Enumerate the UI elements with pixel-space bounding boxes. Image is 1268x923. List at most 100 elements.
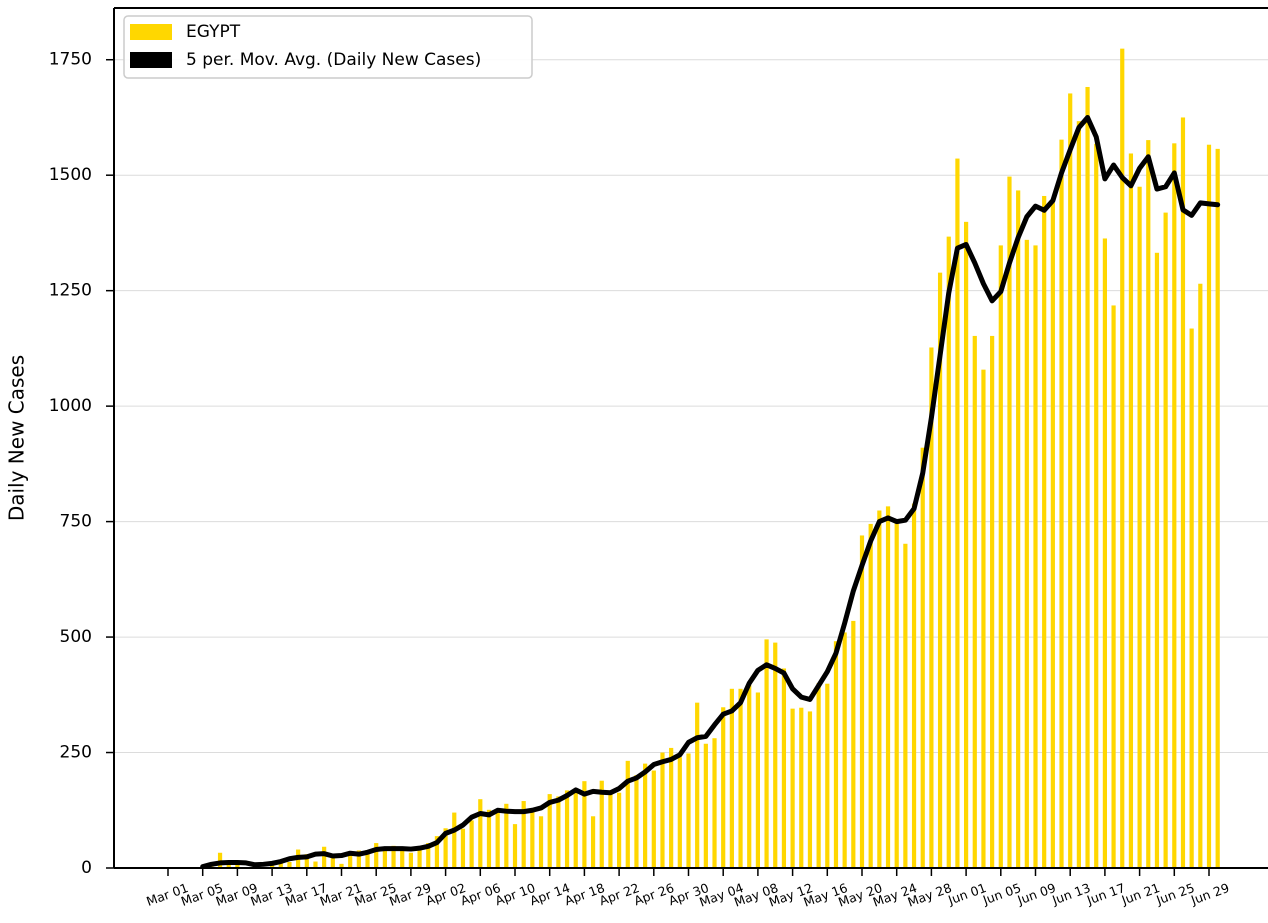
bar — [1068, 93, 1073, 869]
bar — [842, 632, 847, 868]
bar — [747, 685, 752, 868]
bar — [1180, 117, 1186, 868]
bar — [1172, 143, 1177, 868]
bar — [547, 794, 552, 868]
bar — [1128, 153, 1134, 869]
bar — [937, 272, 943, 869]
bar — [1094, 143, 1099, 868]
bar — [608, 794, 613, 868]
bar — [400, 849, 405, 868]
bar — [738, 688, 743, 868]
bar — [556, 796, 561, 868]
bar — [1215, 148, 1220, 869]
legend-swatch — [130, 52, 172, 68]
bar — [287, 861, 292, 868]
bar — [270, 864, 275, 868]
bar — [573, 789, 578, 868]
bar — [365, 849, 370, 868]
bar — [790, 708, 795, 868]
bar — [599, 780, 604, 868]
bar — [478, 799, 483, 868]
bar — [1033, 245, 1038, 869]
bar — [408, 852, 413, 868]
bar — [729, 688, 734, 868]
bar — [755, 692, 760, 868]
bar — [339, 863, 344, 868]
bar — [799, 707, 804, 868]
bar — [964, 221, 969, 868]
bar — [486, 809, 492, 868]
bar — [590, 816, 596, 868]
bar — [564, 790, 570, 868]
y-tick-label: 1750 — [49, 50, 92, 70]
bar — [426, 843, 431, 868]
bar — [1042, 195, 1047, 869]
bar — [825, 683, 830, 868]
bar — [764, 639, 769, 868]
bar — [617, 792, 622, 868]
bar — [1198, 283, 1203, 868]
bar — [1102, 238, 1107, 869]
y-tick-label: 1000 — [49, 396, 92, 416]
bar — [773, 642, 778, 868]
bar — [391, 845, 396, 868]
bar — [1059, 139, 1064, 868]
y-tick-label: 500 — [60, 627, 92, 647]
bar — [920, 447, 925, 868]
bar — [885, 506, 891, 868]
bar — [1120, 48, 1125, 868]
legend-label: 5 per. Mov. Avg. (Daily New Cases) — [186, 50, 481, 70]
bar — [1163, 212, 1168, 868]
y-axis-label: Daily New Cases — [5, 355, 29, 521]
bar — [998, 245, 1003, 869]
bar — [530, 810, 535, 868]
legend: EGYPT 5 per. Mov. Avg. (Daily New Cases) — [123, 15, 533, 79]
bar — [894, 520, 899, 868]
bar — [946, 236, 951, 869]
bar — [356, 850, 361, 868]
bar — [911, 503, 917, 868]
bar — [434, 836, 440, 868]
bar — [721, 707, 726, 868]
bar — [903, 543, 908, 868]
bar — [1024, 239, 1029, 868]
bar — [330, 854, 335, 868]
bar — [1050, 202, 1055, 868]
bar — [781, 668, 787, 868]
bar — [686, 753, 691, 868]
bar — [625, 760, 630, 868]
legend-label: EGYPT — [186, 22, 241, 42]
bar — [304, 854, 309, 868]
bar — [538, 816, 544, 868]
bar — [1206, 144, 1212, 869]
bar — [217, 852, 223, 868]
bar — [643, 763, 648, 868]
bar — [859, 535, 865, 868]
bar — [313, 861, 318, 868]
bar — [1146, 140, 1151, 868]
y-tick-label: 1250 — [49, 281, 92, 301]
bar — [677, 757, 682, 868]
bar — [816, 683, 821, 868]
x-tick-label: Jun 29 — [1188, 880, 1231, 908]
bar — [1076, 121, 1081, 868]
legend-box — [123, 15, 533, 79]
bar — [235, 864, 240, 868]
bar — [981, 369, 986, 868]
bar — [495, 808, 500, 868]
bar — [452, 812, 457, 868]
y-tick-label: 250 — [60, 743, 92, 763]
bar — [877, 510, 882, 868]
bar — [374, 843, 379, 868]
bar — [443, 828, 448, 868]
bar — [1189, 328, 1194, 868]
bar — [651, 770, 656, 868]
bar — [1111, 305, 1116, 868]
bar — [695, 702, 700, 868]
bar — [929, 347, 934, 868]
bar — [669, 747, 674, 868]
bar — [1085, 86, 1090, 868]
y-tick-label: 1500 — [49, 165, 92, 185]
bar — [322, 846, 327, 868]
bar — [712, 738, 717, 868]
